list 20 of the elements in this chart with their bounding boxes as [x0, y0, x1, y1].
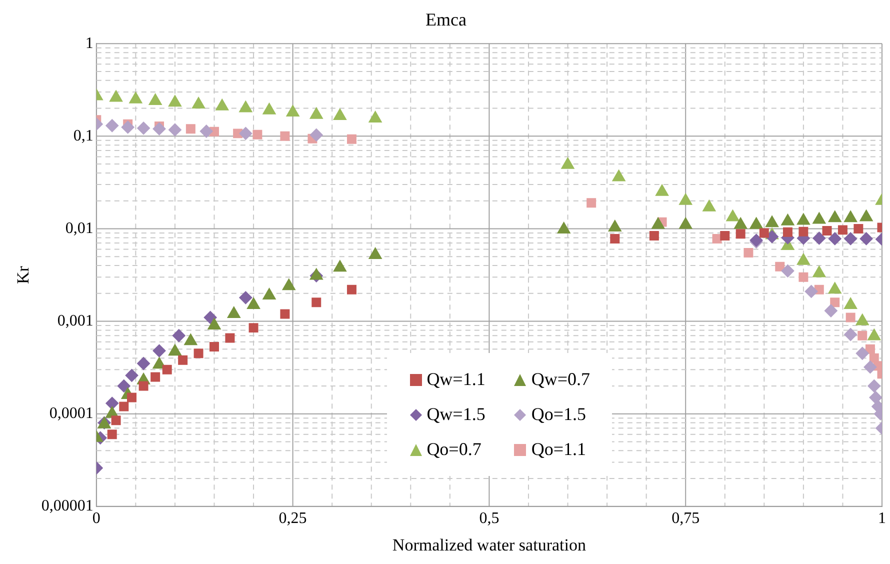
x-tick-label: 0,75 [672, 510, 700, 528]
x-tick-label: 0 [92, 510, 100, 528]
chart-title: Emca [426, 10, 466, 30]
y-tick-label: 0,01 [65, 220, 94, 237]
y-tick-label: 0,001 [57, 312, 94, 330]
x-axis-title: Normalized water saturation [392, 535, 586, 554]
x-tick-label: 0,5 [479, 510, 500, 528]
legend-label: Qw=1.1 [426, 369, 486, 390]
y-tick-label: 0,1 [73, 127, 94, 144]
legend-label: Qw=0.7 [531, 369, 590, 390]
y-axis-title: Kr [14, 266, 33, 284]
legend-label: Qw=1.5 [426, 404, 486, 426]
legend-label: Qo=0.7 [426, 439, 482, 460]
x-tick-label: 1 [878, 510, 886, 528]
legend-label: Qo=1.1 [531, 439, 586, 460]
legend-label: Qo=1.5 [531, 404, 586, 426]
y-tick-label: 0,0001 [49, 405, 94, 422]
y-tick-label: 0,00001 [41, 498, 94, 515]
x-tick-label: 0,25 [278, 510, 307, 528]
y-tick-label: 1 [85, 34, 94, 52]
